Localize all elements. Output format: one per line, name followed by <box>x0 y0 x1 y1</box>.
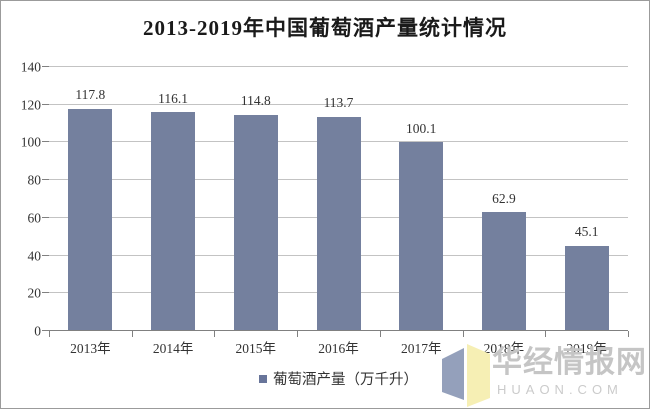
bar <box>399 142 444 330</box>
x-axis-tick <box>131 331 133 337</box>
gridline <box>49 66 628 67</box>
y-axis-tick <box>42 141 49 143</box>
legend-label: 葡萄酒产量（万千升） <box>273 372 418 388</box>
gridline <box>49 103 628 105</box>
y-axis-tick-label: 80 <box>27 172 42 188</box>
y-axis-tick <box>42 66 49 67</box>
bar <box>233 114 278 330</box>
x-axis-tick <box>462 331 464 337</box>
bar <box>68 108 113 330</box>
x-axis-tick <box>49 331 50 337</box>
y-axis-tick <box>42 216 49 218</box>
bar <box>481 212 526 330</box>
x-axis-tick-label: 2016年 <box>318 341 359 356</box>
x-axis-tick-label: 2017年 <box>400 341 442 356</box>
bar <box>564 245 609 330</box>
x-axis-tick <box>628 331 629 337</box>
x-axis-tick-label: 2019年 <box>566 341 607 356</box>
y-axis-tick-label: 0 <box>34 323 41 339</box>
y-axis-tick-label: 120 <box>20 96 41 112</box>
bar <box>151 112 196 330</box>
plot-area: 117.8 116.1 114.8 113.7 100.1 62.9 45.1 <box>42 66 629 337</box>
x-axis-tick <box>379 331 381 337</box>
bar-value-label: 113.7 <box>323 95 354 111</box>
bar <box>316 116 361 330</box>
x-axis-tick <box>214 331 216 337</box>
y-axis-tick-label: 140 <box>20 59 41 75</box>
bar-value-label: 100.1 <box>406 120 437 136</box>
x-axis-tick-label: 2018年 <box>483 341 525 356</box>
y-axis-tick-label: 40 <box>27 247 42 263</box>
x-axis-tick <box>545 331 547 337</box>
y-axis-tick <box>42 179 49 181</box>
chart-title: 2013-2019年中国葡萄酒产量统计情况 <box>143 16 507 40</box>
bar-value-label: 117.8 <box>75 87 106 103</box>
legend: 葡萄酒产量（万千升） <box>49 368 628 389</box>
y-axis-tick <box>42 330 49 331</box>
bar-value-label: 114.8 <box>240 93 271 109</box>
y-axis-tick <box>42 292 49 294</box>
y-axis-tick-label: 100 <box>20 134 41 150</box>
bar-value-label: 116.1 <box>158 90 188 106</box>
y-axis-labels: 0 20 40 60 80 100 120 140 <box>1 60 42 337</box>
y-axis-tick-label: 20 <box>27 285 42 301</box>
x-axis-tick <box>297 331 299 337</box>
x-axis-labels: 2013年 2014年 2015年 2016年 2017年 2018年 2019年 <box>49 337 628 356</box>
bar-value-label: 62.9 <box>492 190 516 206</box>
legend-marker-icon <box>259 374 267 383</box>
x-axis-tick-label: 2013年 <box>70 341 111 356</box>
y-axis-tick-label: 60 <box>27 210 42 226</box>
x-axis-tick-label: 2015年 <box>235 341 277 356</box>
y-axis-tick <box>42 254 49 256</box>
bar-value-label: 45.1 <box>574 224 599 240</box>
x-axis-line <box>49 330 628 331</box>
x-axis-tick-label: 2014年 <box>152 341 194 356</box>
y-axis-tick <box>42 103 49 105</box>
